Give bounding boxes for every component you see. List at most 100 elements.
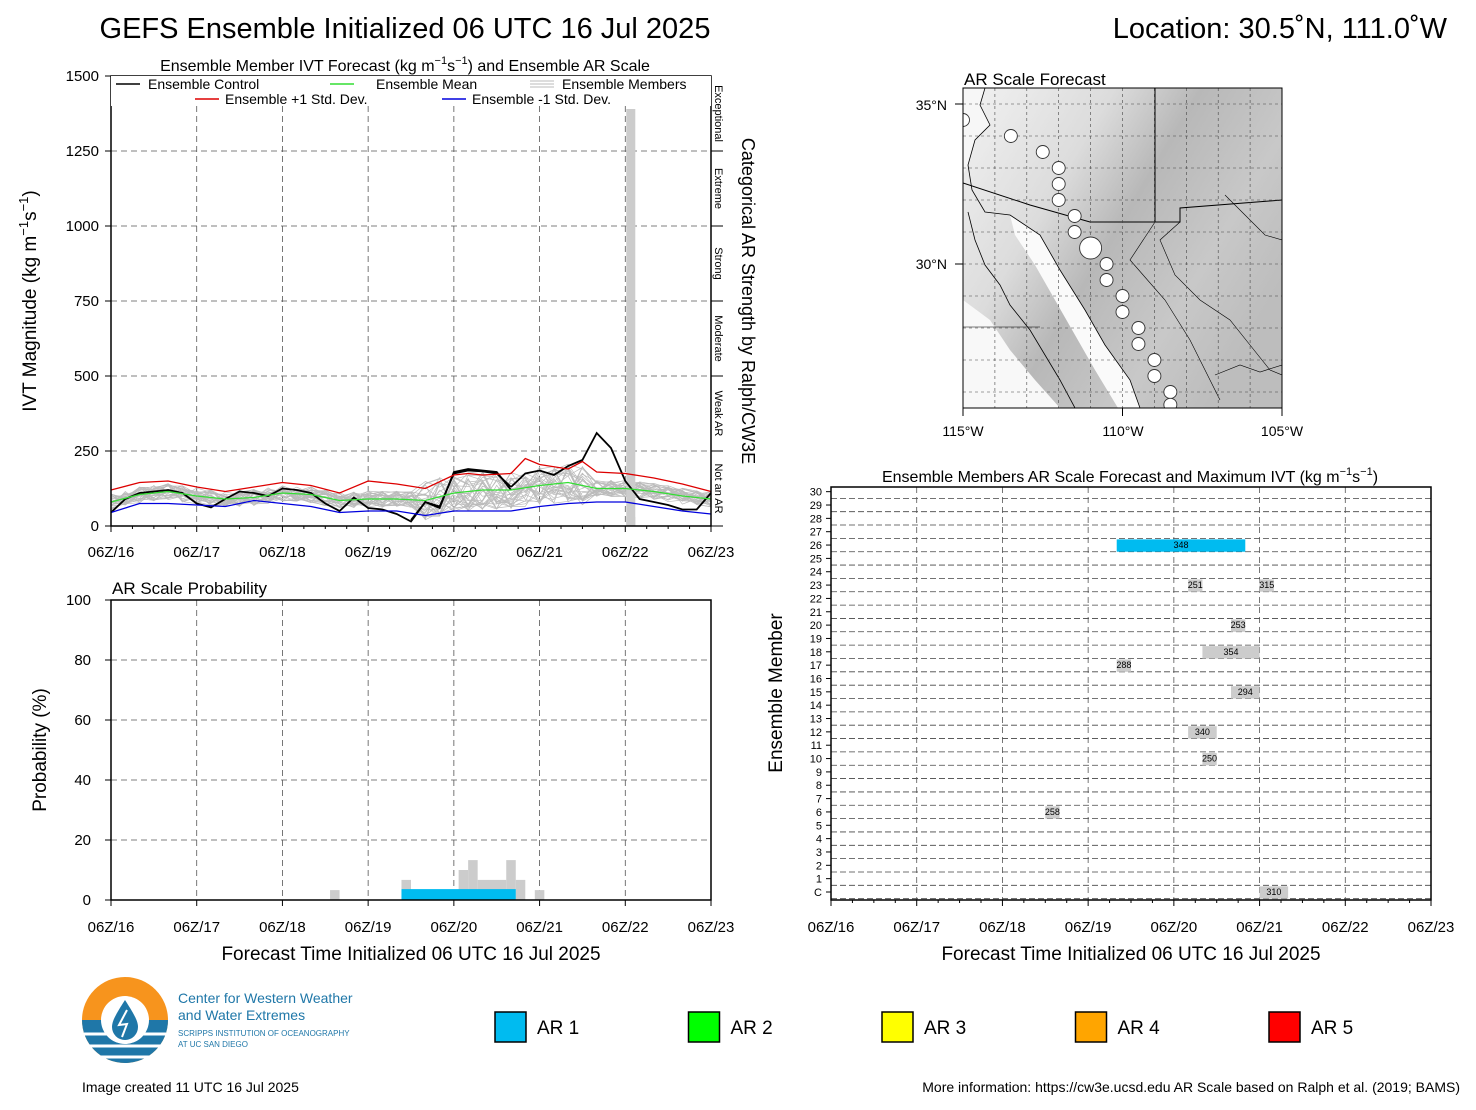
prob-ar1-bar-0 xyxy=(401,889,516,900)
member-label-11: 11 xyxy=(811,740,822,752)
map-ar-point-10 xyxy=(1099,273,1114,287)
ar-legend-label-2: AR 2 xyxy=(731,1018,773,1039)
map-border-durango xyxy=(1214,364,1282,376)
member-event-ivt-6: 294 xyxy=(1238,687,1253,697)
map-ar-point-6 xyxy=(1067,209,1082,223)
logo-text-line1: Center for Western Weather xyxy=(178,990,353,1006)
member-label-21: 21 xyxy=(810,607,822,619)
prob-ytick-label-60: 60 xyxy=(74,712,91,729)
footer-created: Image created 11 UTC 16 Jul 2025 xyxy=(82,1079,299,1095)
member-label-17: 17 xyxy=(810,660,822,672)
ar-legend-label-1: AR 1 xyxy=(537,1018,579,1039)
ar-category-label-2: Moderate xyxy=(712,315,724,361)
member-event-ivt-2: 315 xyxy=(1259,580,1274,590)
member-label-19: 19 xyxy=(810,633,822,645)
map-ar-point-16 xyxy=(1147,369,1162,383)
member-event-bar-10 xyxy=(1259,886,1289,899)
member-label-2: 2 xyxy=(816,860,822,872)
prob-ytick-label-80: 80 xyxy=(74,652,91,669)
member-event-bar-7 xyxy=(1188,726,1217,739)
ivt-xtick-label-1: 06Z/17 xyxy=(173,544,220,561)
ar-category-label-1: Weak AR xyxy=(712,391,724,437)
prob-xtick-label-6: 06Z/22 xyxy=(602,919,649,936)
prob-ytick-label-100: 100 xyxy=(66,592,91,609)
prob-gray-bar-2 xyxy=(458,870,469,900)
member-label-6: 6 xyxy=(816,807,822,819)
members-xtick-label-1: 06Z/17 xyxy=(893,919,940,936)
members-y-axis-label: Ensemble Member xyxy=(766,613,787,773)
minus1-std-line xyxy=(110,499,712,517)
member-label-14: 14 xyxy=(810,700,822,712)
member-label-3: 3 xyxy=(816,847,822,859)
member-event-bar-5 xyxy=(1116,659,1131,672)
map-ar-point-0 xyxy=(963,113,970,127)
member-label-15: 15 xyxy=(810,687,822,699)
member-label-1: 1 xyxy=(816,874,822,886)
map-ocean-pacific xyxy=(963,88,990,175)
ivt-xtick-label-6: 06Z/22 xyxy=(602,544,649,561)
prob-gray-bar-0 xyxy=(330,890,340,900)
legend-label-members: Ensemble Members xyxy=(562,76,687,92)
member-label-29: 29 xyxy=(810,500,822,512)
member-label-8: 8 xyxy=(816,780,822,792)
member-label-25: 25 xyxy=(810,553,822,565)
members-xtick-label-2: 06Z/18 xyxy=(979,919,1026,936)
member-event-bar-8 xyxy=(1202,752,1217,766)
member-label-22: 22 xyxy=(810,593,822,605)
map-lon-label-110: 110°W xyxy=(1102,423,1144,439)
map-lat-label-35: 35°N xyxy=(916,97,947,113)
prob-gray-bar-6 xyxy=(515,879,526,900)
member-event-ivt-9: 258 xyxy=(1045,807,1060,817)
ivt-ytick-label-500: 500 xyxy=(74,368,99,385)
ensemble-member-line xyxy=(110,473,712,519)
member-event-bar-1 xyxy=(1188,579,1203,592)
mean-line xyxy=(110,481,712,503)
map-ar-point-8 xyxy=(1079,236,1103,260)
member-event-ivt-0: 348 xyxy=(1173,540,1188,550)
prob-xtick-label-0: 06Z/16 xyxy=(88,919,135,936)
ar-strength-axis-label: Categorical AR Strength by Ralph/CW3E xyxy=(738,138,758,464)
ensemble-member-line xyxy=(110,469,712,508)
members-xtick-label-6: 06Z/22 xyxy=(1322,919,1369,936)
ensemble-member-line xyxy=(110,477,712,510)
ar-probability-panel: AR Scale Probability 0 20 40 60 80 100 06Z/16 0… xyxy=(30,579,734,965)
map-ar-point-18 xyxy=(1163,397,1178,408)
member-label-16: 16 xyxy=(810,673,822,685)
map-ar-point-14 xyxy=(1131,337,1146,351)
ar-scale-map-panel: AR Scale Forecast 35°N 30°N 115°W 110° xyxy=(916,70,1304,439)
ivt-forecast-panel: Ensemble Member IVT Forecast (kg m−1s−1)… xyxy=(16,55,758,561)
map-lon-label-115: 115°W xyxy=(942,423,984,439)
ivt-y-axis-label: IVT Magnitude (kg m−1s−1) xyxy=(16,190,41,412)
ivt-xtick-label-5: 06Z/21 xyxy=(516,544,563,561)
prob-xtick-label-5: 06Z/21 xyxy=(516,919,563,936)
ensemble-members-lines xyxy=(110,463,712,521)
map-lon-label-105: 105°W xyxy=(1261,423,1304,439)
map-ar-point-17 xyxy=(1163,385,1178,399)
ivt-xtick-label-3: 06Z/19 xyxy=(345,544,392,561)
ar-category-label-0: Not an AR xyxy=(712,463,724,513)
member-event-ivt-4: 354 xyxy=(1223,647,1238,657)
member-event-bar-0 xyxy=(1116,539,1246,552)
member-event-bar-4 xyxy=(1202,646,1260,659)
ensemble-members-panel: Ensemble Members AR Scale Forecast and M… xyxy=(766,466,1454,965)
prob-gray-bar-5 xyxy=(506,860,516,900)
map-coastline-mainland xyxy=(967,88,1141,408)
logo-text-line3: SCRIPPS INSTITUTION OF OCEANOGRAPHY xyxy=(178,1029,350,1038)
ar-legend-label-5: AR 5 xyxy=(1311,1018,1353,1039)
control-line xyxy=(510,431,712,511)
prob-ytick-label-0: 0 xyxy=(83,892,91,909)
map-ar-point-11 xyxy=(1115,289,1130,303)
ar-legend-label-4: AR 4 xyxy=(1118,1018,1161,1039)
legend-label-control: Ensemble Control xyxy=(148,76,259,92)
prob-gray-bar-3 xyxy=(468,860,478,900)
map-ar-point-7 xyxy=(1067,225,1082,239)
ivt-ytick-label-1250: 1250 xyxy=(66,143,99,160)
map-border-chihuahua xyxy=(1159,221,1282,376)
prob-xtick-label-2: 06Z/18 xyxy=(259,919,306,936)
members-xtick-label-0: 06Z/16 xyxy=(808,919,855,936)
cw3e-logo: Center for Western Weather and Water Ext… xyxy=(82,977,353,1063)
member-event-bar-9 xyxy=(1045,806,1060,819)
ivt-xtick-label-2: 06Z/18 xyxy=(259,544,306,561)
map-border-us-mexico xyxy=(963,182,1282,223)
members-xtick-label-4: 06Z/20 xyxy=(1151,919,1198,936)
